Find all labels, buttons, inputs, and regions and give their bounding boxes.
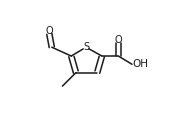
Text: OH: OH — [133, 59, 149, 69]
Text: O: O — [45, 26, 53, 36]
Text: S: S — [83, 42, 89, 52]
Text: O: O — [115, 35, 122, 45]
